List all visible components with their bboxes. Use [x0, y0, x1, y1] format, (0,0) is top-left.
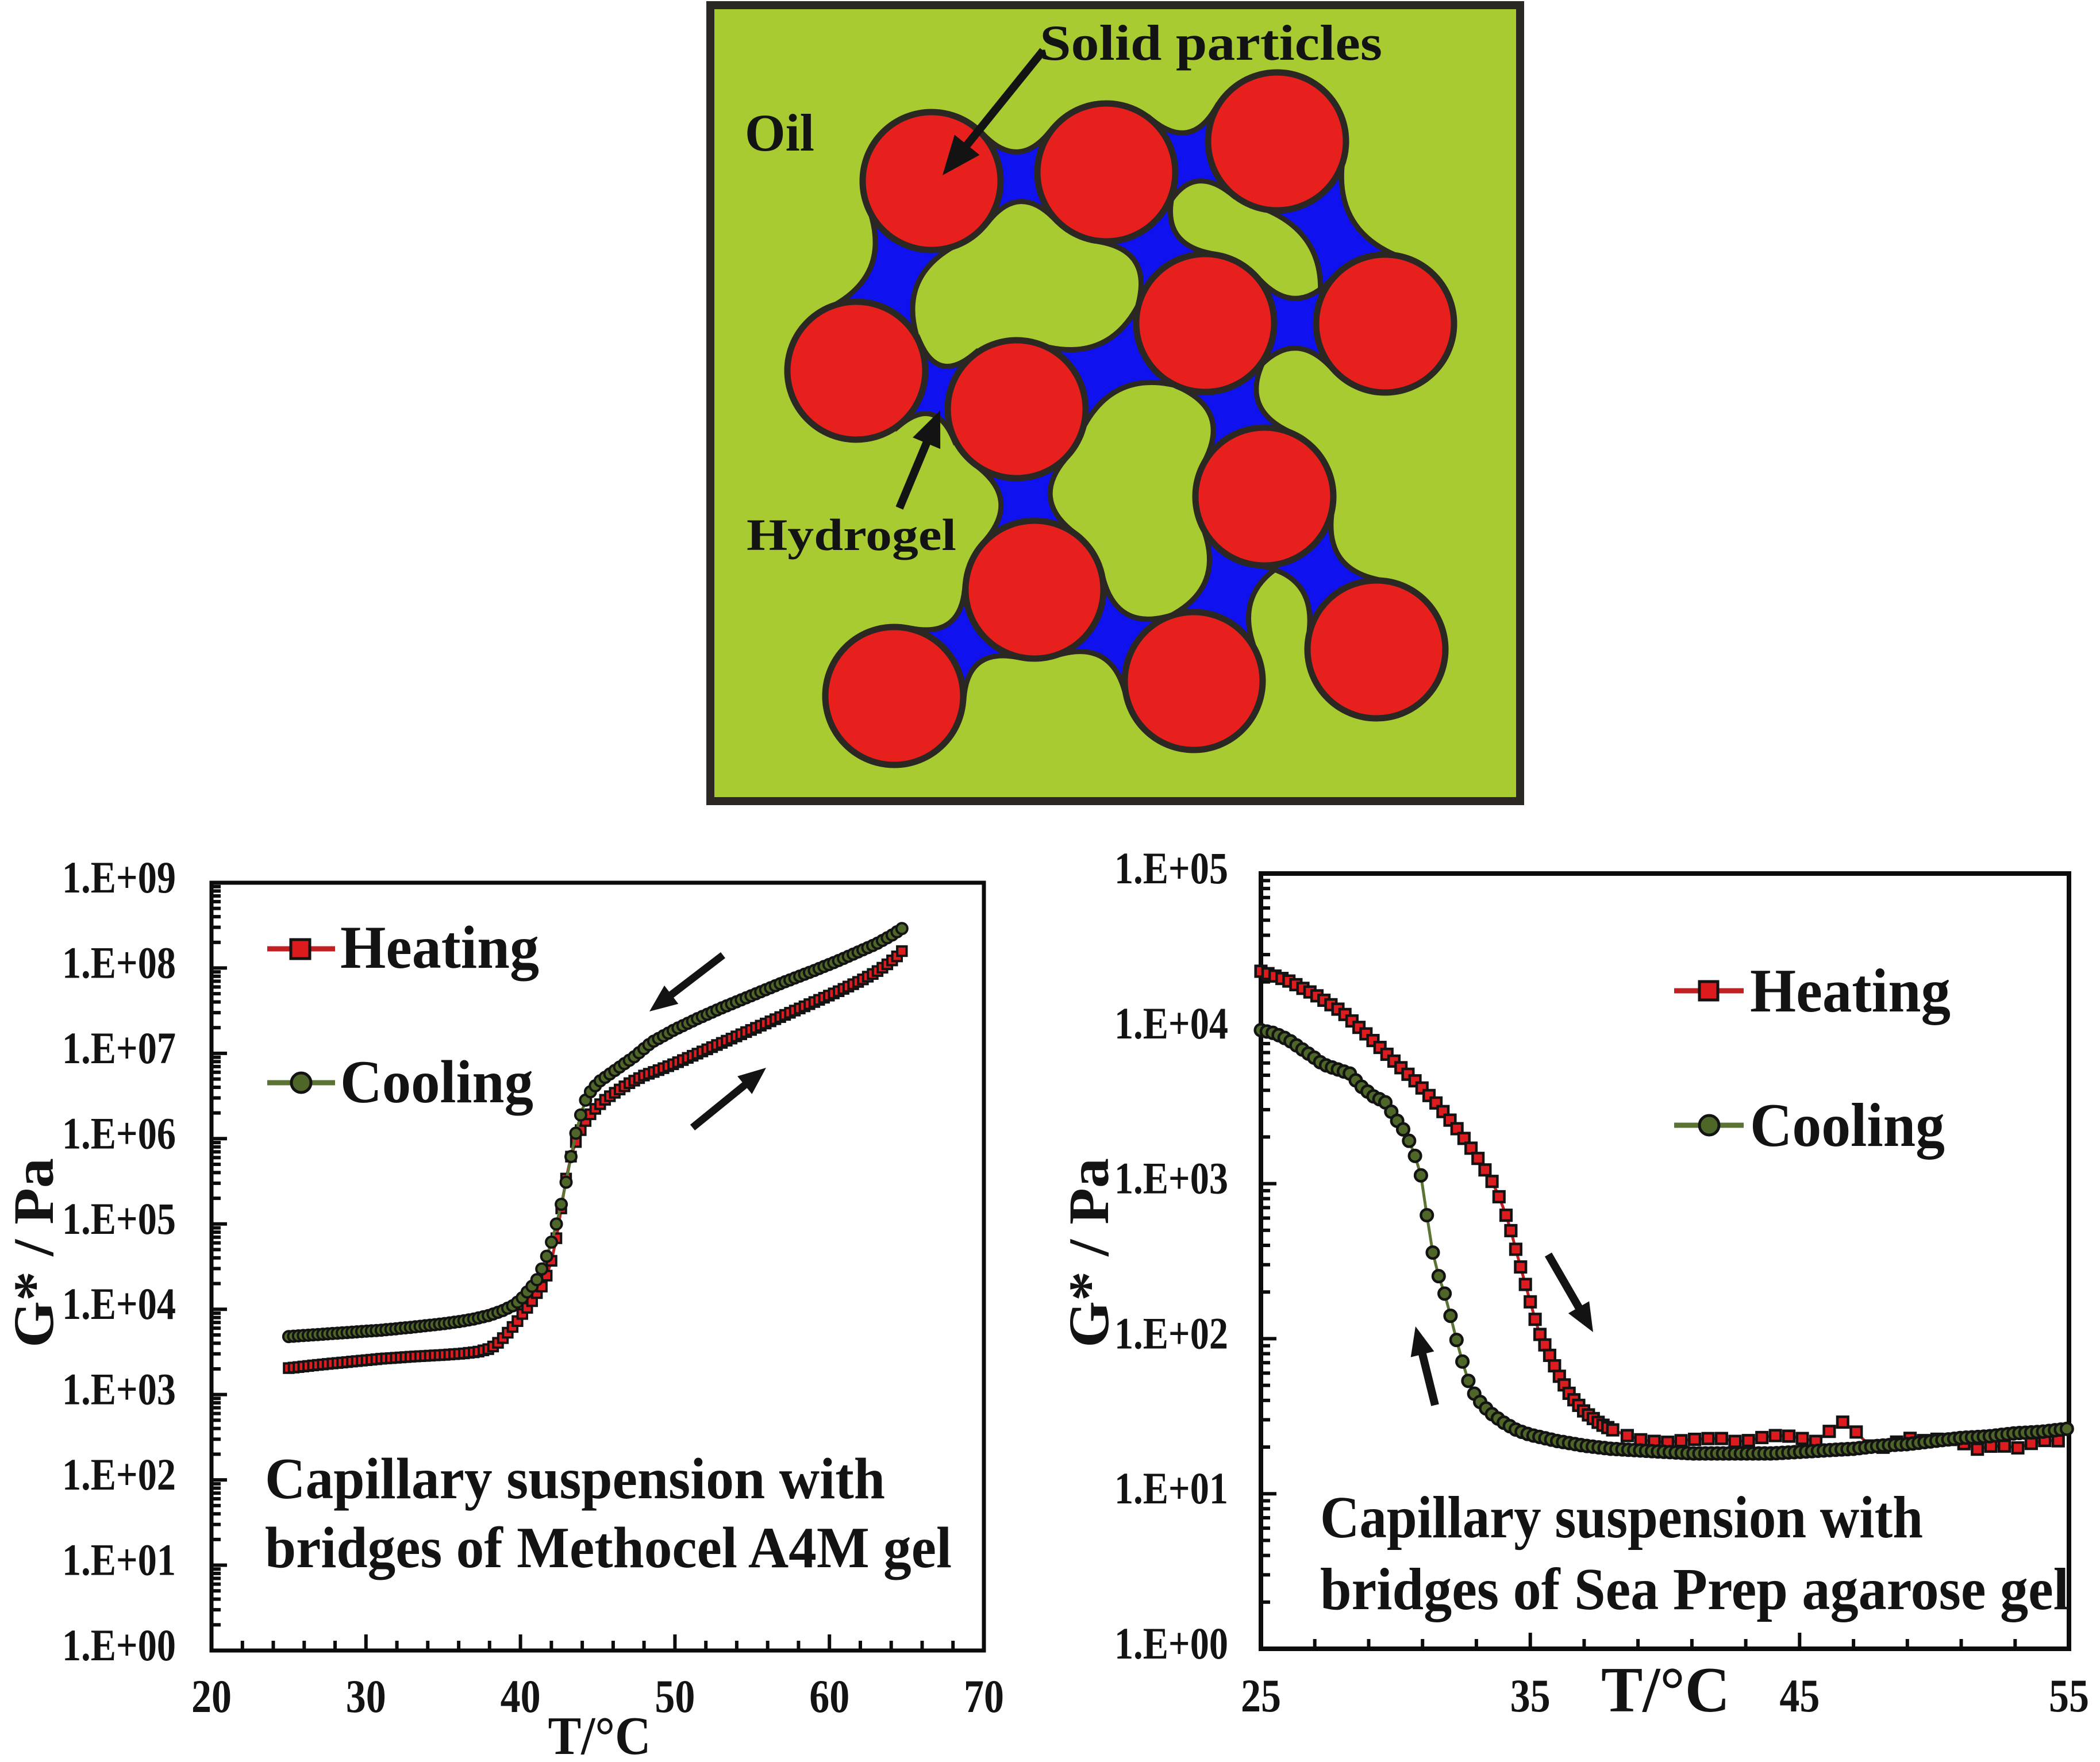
- svg-text:60: 60: [809, 1670, 849, 1722]
- svg-text:1.E+03: 1.E+03: [62, 1364, 176, 1414]
- svg-text:Solid particles: Solid particles: [1040, 16, 1382, 71]
- svg-text:20: 20: [191, 1670, 232, 1722]
- svg-text:50: 50: [655, 1670, 695, 1722]
- svg-text:1.E+09: 1.E+09: [62, 852, 176, 902]
- svg-text:Heating: Heating: [1750, 957, 1951, 1025]
- svg-text:1.E+00: 1.E+00: [62, 1620, 176, 1670]
- svg-text:1.E+00: 1.E+00: [1114, 1618, 1228, 1668]
- svg-text:25: 25: [1241, 1669, 1281, 1722]
- svg-text:Capillary suspension with: Capillary suspension with: [1320, 1484, 1923, 1551]
- svg-text:Cooling: Cooling: [1750, 1091, 1945, 1160]
- svg-text:45: 45: [1779, 1669, 1820, 1722]
- svg-text:bridges of Sea Prep agarose ge: bridges of Sea Prep agarose gel: [1320, 1556, 2069, 1622]
- svg-text:1.E+08: 1.E+08: [62, 937, 176, 987]
- svg-text:35: 35: [1510, 1669, 1551, 1722]
- svg-text:G* / Pa: G* / Pa: [1057, 1158, 1121, 1348]
- svg-text:1.E+01: 1.E+01: [62, 1535, 176, 1585]
- svg-text:bridges of Methocel A4M gel: bridges of Methocel A4M gel: [265, 1515, 952, 1580]
- svg-text:1.E+02: 1.E+02: [1114, 1308, 1228, 1358]
- svg-text:T/°C: T/°C: [548, 1706, 651, 1759]
- svg-text:1.E+02: 1.E+02: [62, 1449, 176, 1499]
- svg-text:1.E+07: 1.E+07: [62, 1023, 176, 1073]
- svg-text:Hydrogel: Hydrogel: [747, 510, 956, 560]
- svg-text:55: 55: [2049, 1669, 2089, 1722]
- svg-text:1.E+03: 1.E+03: [1114, 1153, 1228, 1203]
- svg-text:30: 30: [346, 1670, 386, 1722]
- svg-text:1.E+01: 1.E+01: [1114, 1463, 1228, 1513]
- svg-text:Oil: Oil: [745, 103, 814, 162]
- svg-text:1.E+04: 1.E+04: [62, 1279, 176, 1329]
- svg-text:1.E+05: 1.E+05: [1114, 843, 1228, 893]
- svg-text:Heating: Heating: [340, 914, 539, 981]
- svg-text:70: 70: [964, 1670, 1004, 1722]
- svg-text:1.E+04: 1.E+04: [1114, 998, 1228, 1048]
- svg-text:Cooling: Cooling: [340, 1048, 533, 1115]
- svg-text:Capillary suspension with: Capillary suspension with: [265, 1446, 885, 1511]
- svg-text:1.E+05: 1.E+05: [62, 1194, 176, 1244]
- svg-text:G* / Pa: G* / Pa: [2, 1158, 66, 1348]
- svg-text:1.E+06: 1.E+06: [62, 1108, 176, 1158]
- svg-text:40: 40: [501, 1670, 541, 1722]
- svg-text:T/°C: T/°C: [1601, 1655, 1730, 1726]
